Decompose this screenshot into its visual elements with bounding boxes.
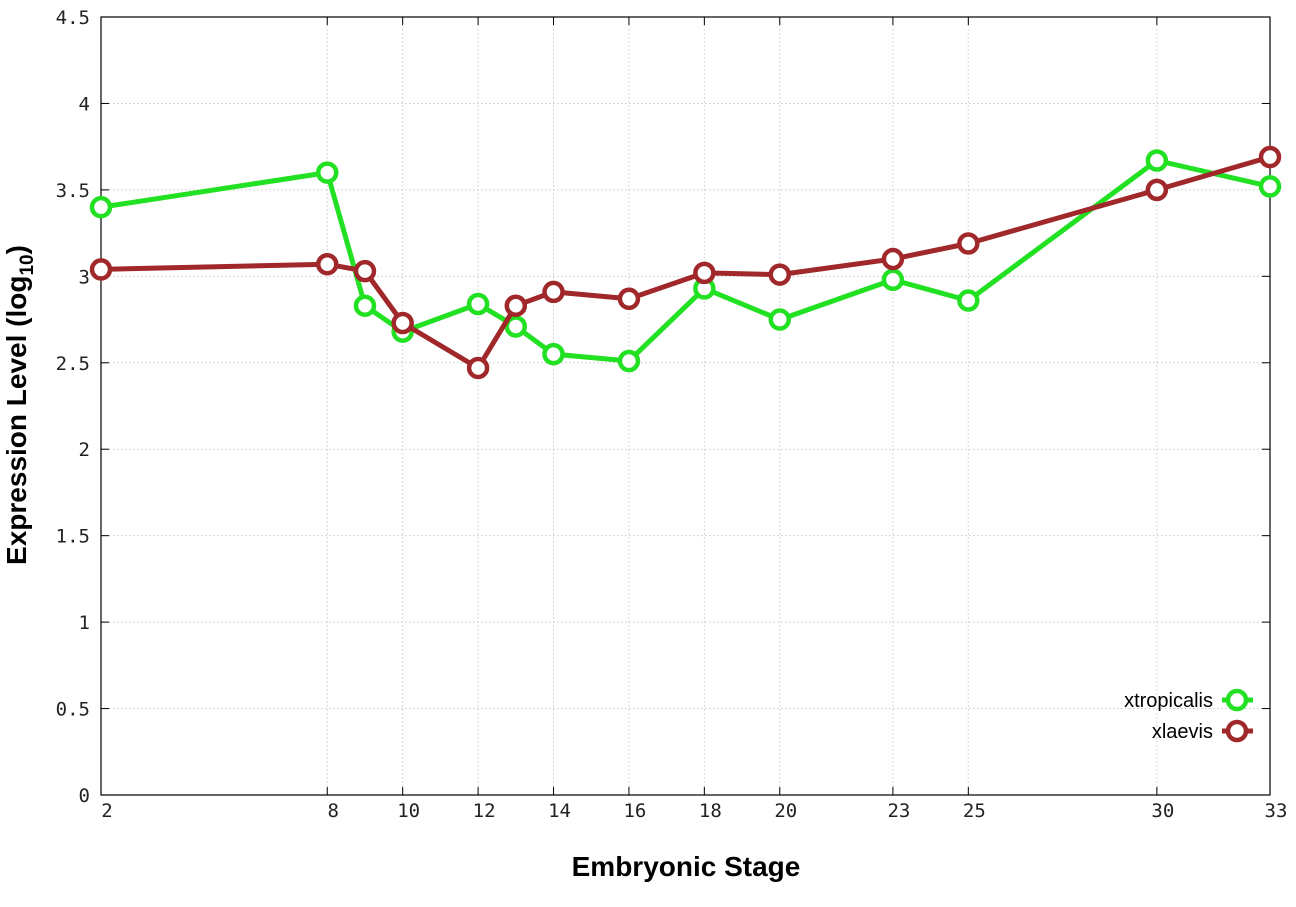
grid-lines [101,17,1270,795]
x-tick-label: 30 [1151,800,1174,822]
data-point-xtropicalis [542,342,565,366]
data-point-xlaevis [504,294,528,317]
data-point-xtropicalis [881,268,905,292]
x-tick-label: 16 [623,800,646,822]
y-axis-title: Expression Level (log10) [1,245,38,565]
x-tick-label: 12 [473,800,496,822]
data-point-xtropicalis [316,161,339,184]
data-point-xlaevis [89,258,113,281]
data-point-xlaevis [391,311,414,335]
x-tick-label: 18 [699,800,722,822]
data-point-xlaevis [1258,145,1282,169]
data-point-xtropicalis [466,292,490,316]
y-tick-label: 1.5 [56,526,90,548]
x-tick-label: 10 [397,800,420,822]
data-point-xlaevis [881,247,905,271]
x-tick-label: 20 [774,800,797,822]
data-point-xtropicalis [1258,175,1282,198]
y-tick-label: 2 [79,439,90,461]
data-point-xlaevis [316,252,339,276]
data-point-xlaevis [768,263,792,286]
data-point-xtropicalis [768,308,792,331]
data-point-xtropicalis [957,289,980,312]
y-tick-label: 4 [79,93,90,115]
data-point-xtropicalis [617,349,641,373]
data-point-xtropicalis [1145,149,1169,172]
x-tick-label: 25 [963,800,986,822]
x-tick-label: 23 [887,800,910,822]
data-point-xlaevis [693,261,716,285]
data-point-xlaevis [353,259,377,283]
data-point-xlaevis [617,287,641,311]
y-axis-title-main: Expression Level (log [1,276,32,565]
y-axis-title-close: ) [1,245,32,254]
legend-label-xlaevis: xlaevis [1152,721,1213,743]
data-point-xtropicalis [89,195,113,219]
y-tick-label: 0.5 [56,699,90,721]
data-point-xlaevis [957,232,980,255]
y-tick-label: 1 [79,612,90,634]
legend-swatch-marker [1225,688,1249,712]
y-tick-label: 4.5 [56,7,90,29]
data-point-xlaevis [1145,178,1169,202]
y-tick-label: 3 [79,266,90,288]
series-layer [89,145,1282,380]
series-line-xtropicalis [100,158,1271,364]
data-point-xtropicalis [353,294,377,317]
y-tick-label: 0 [79,785,90,807]
series-line-xlaevis [100,154,1271,371]
y-axis-title-subscript: 10 [17,254,38,275]
legend-swatch-marker [1225,719,1249,743]
plot-frame [100,16,1271,796]
data-point-xlaevis [466,356,490,380]
legend-label-xtropicalis: xtropicalis [1124,690,1213,712]
x-tick-label: 14 [548,800,571,822]
y-tick-label: 3.5 [56,180,90,202]
x-axis-title: Embryonic Stage [572,851,801,882]
x-tick-label: 33 [1265,800,1288,822]
x-tick-label: 2 [101,800,112,822]
data-point-xlaevis [542,280,565,304]
x-tick-label: 8 [328,800,339,822]
y-tick-label: 2.5 [56,353,90,375]
data-point-xtropicalis [504,315,528,338]
axis-ticks: 0 0.5 1 1.5 2 2.5 3 3.5 4 4.5 2 8 10 12 14 16 18 20 23 25 30… [56,7,1288,822]
legend: xtropicalis xlaevis [1124,688,1253,743]
